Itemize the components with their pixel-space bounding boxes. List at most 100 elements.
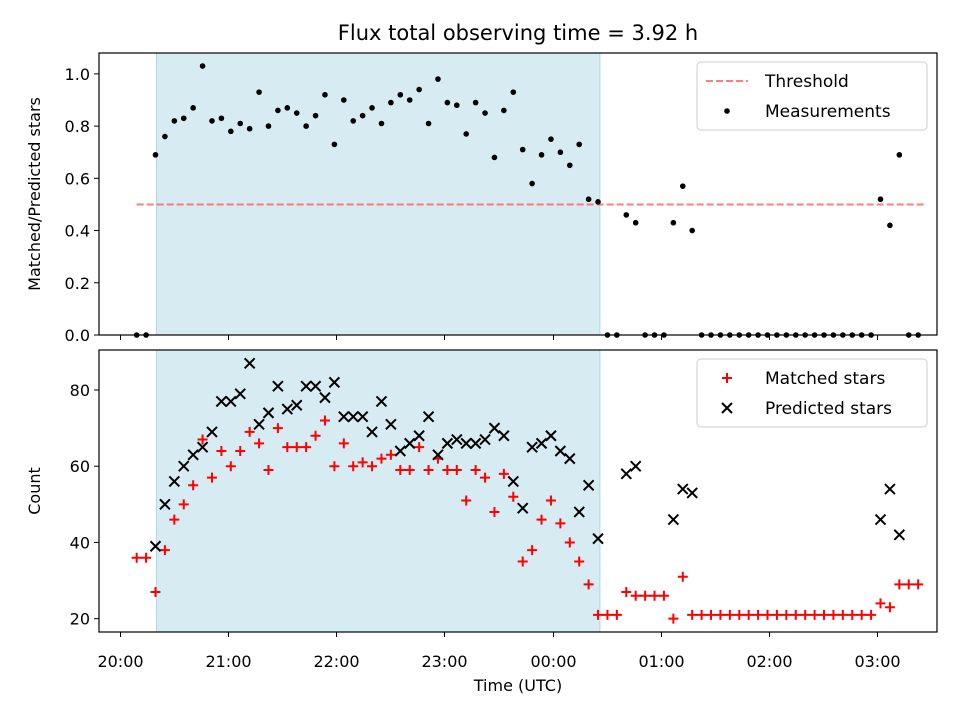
axes-frame [98, 52, 938, 336]
predicted-star-marker [620, 468, 632, 480]
y-axis-label: Matched/Predicted stars [25, 97, 44, 291]
y-tick-label: 0.2 [65, 274, 90, 293]
measurement-point [444, 99, 451, 106]
measurement-point [331, 141, 338, 148]
legend-box [696, 358, 928, 428]
predicted-star-marker [460, 437, 472, 450]
predicted-star-marker [168, 475, 181, 488]
matched-star-marker [913, 579, 924, 590]
legend-matched-swatch [722, 373, 732, 383]
matched-star-marker [724, 609, 735, 620]
matched-star-marker [536, 514, 547, 525]
x-tick-label: 00:00 [530, 652, 576, 671]
matched-star-marker [555, 518, 566, 529]
measurement-point [152, 152, 159, 158]
measurement-point [218, 115, 225, 122]
matched-star-marker [367, 461, 378, 472]
measurement-point [237, 120, 244, 127]
predicted-star-marker [564, 452, 576, 465]
predicted-star-marker [394, 445, 407, 457]
predicted-star-marker [225, 395, 237, 408]
measurement-point [472, 99, 479, 106]
predicted-star-marker [667, 513, 680, 526]
matched-star-marker [225, 461, 236, 472]
legend-predicted-swatch [721, 402, 733, 414]
matched-star-marker [517, 556, 528, 567]
x-tick-label: 02:00 [746, 652, 792, 671]
matched-star-marker [310, 430, 321, 441]
measurement-point [623, 212, 630, 218]
predicted-star-marker [328, 376, 341, 389]
measurement-point [209, 118, 215, 124]
matched-star-marker [630, 590, 641, 601]
x-tick-label: 23:00 [421, 652, 467, 671]
matched-star-marker [319, 415, 330, 426]
measurement-point [275, 107, 281, 114]
measurement-point [679, 183, 686, 189]
matched-star-marker [781, 609, 792, 620]
matched-star-marker [875, 598, 886, 609]
matched-star-marker [498, 468, 509, 479]
predicted-star-marker [243, 357, 256, 370]
predicted-star-marker [422, 410, 435, 423]
predicted-star-marker [206, 426, 218, 438]
matched-star-marker [272, 423, 283, 434]
measurement-point [406, 97, 413, 103]
predicted-star-marker [893, 529, 906, 541]
matched-star-marker [809, 609, 820, 620]
predicted-star-marker [488, 422, 501, 434]
measurement-point [482, 110, 488, 116]
measurement-point [341, 97, 347, 103]
y-tick-label: 20 [70, 610, 90, 629]
measurement-point [576, 141, 583, 148]
axes-frame [98, 349, 938, 633]
y-tick-label: 0.6 [65, 169, 90, 188]
predicted-star-marker [319, 391, 331, 404]
matched-star-marker [649, 590, 660, 601]
measurement-point [425, 120, 432, 127]
matched-star-marker [611, 609, 622, 620]
predicted-star-marker [451, 433, 463, 446]
x-tick-label: 20:00 [97, 652, 143, 671]
observing-window-shade [155, 349, 601, 633]
predicted-star-marker [554, 445, 567, 457]
matched-star-marker [206, 472, 217, 483]
measurement-point [887, 222, 893, 229]
matched-star-marker [564, 537, 575, 548]
matched-star-marker [715, 609, 726, 620]
matched-star-marker [480, 472, 491, 483]
measurement-point [670, 219, 677, 226]
predicted-star-marker [366, 426, 378, 438]
legend-measurement-swatch [724, 108, 730, 114]
measurement-point [877, 196, 884, 203]
predicted-star-marker [187, 449, 199, 461]
matched-star-marker [771, 609, 782, 620]
predicted-star-marker [498, 430, 510, 442]
measurement-point [510, 89, 517, 95]
matched-star-marker [706, 609, 717, 620]
matched-star-marker [301, 442, 312, 453]
y-tick-label: 40 [70, 533, 90, 552]
predicted-star-marker [629, 460, 642, 472]
predicted-star-marker [196, 441, 209, 453]
matched-star-marker [178, 499, 189, 510]
predicted-star-marker [347, 410, 359, 423]
predicted-star-marker [178, 460, 190, 472]
predicted-star-marker [262, 407, 275, 419]
predicted-star-marker [149, 540, 162, 552]
matched-star-marker [338, 438, 349, 449]
matched-star-marker [404, 465, 415, 476]
matched-star-marker [743, 609, 754, 620]
measurement-point [463, 131, 470, 137]
matched-star-marker [197, 434, 208, 445]
predicted-star-marker [253, 418, 265, 431]
measurement-point [595, 199, 601, 205]
matched-star-marker [856, 609, 867, 620]
y-tick-label: 0.8 [65, 117, 90, 136]
measurement-point [246, 125, 253, 132]
predicted-star-marker [884, 483, 896, 495]
matched-star-marker [216, 445, 227, 456]
measurement-point [162, 133, 168, 140]
matched-star-marker [602, 609, 613, 620]
